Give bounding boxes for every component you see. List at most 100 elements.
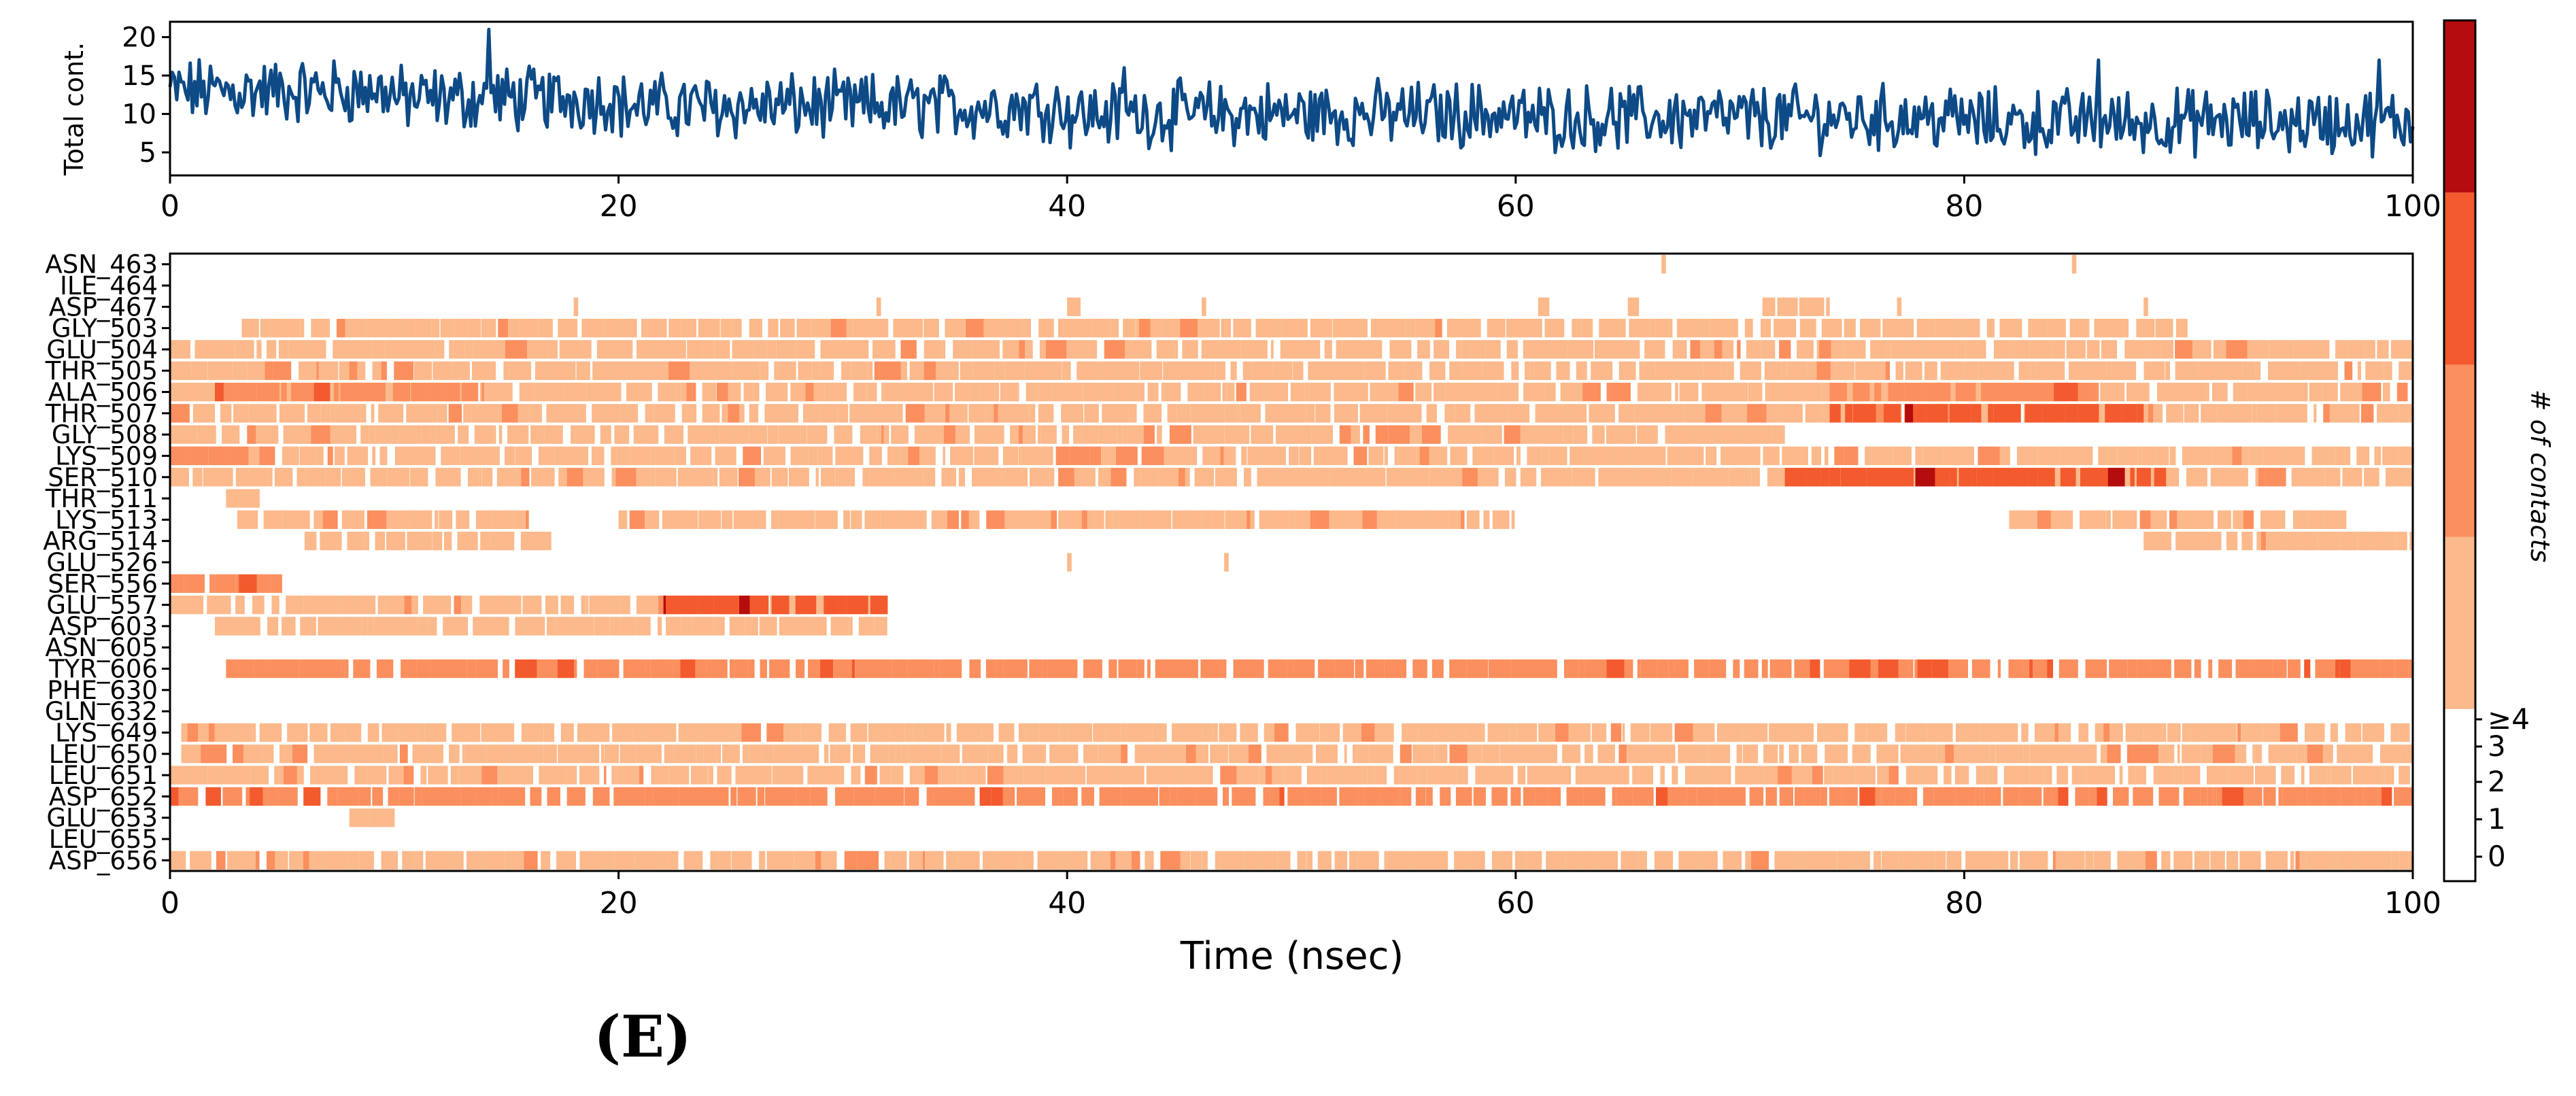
heatmap-cell bbox=[1468, 318, 1481, 338]
heatmap-cell bbox=[1334, 851, 1348, 870]
heatmap-cell bbox=[237, 510, 258, 529]
heatmap-cell bbox=[632, 787, 645, 806]
heatmap-cell bbox=[1158, 468, 1179, 487]
heatmap-cell bbox=[687, 340, 703, 359]
heatmap-cell bbox=[1317, 851, 1332, 870]
heatmap-cell bbox=[215, 382, 224, 402]
heatmap-cell bbox=[615, 851, 635, 870]
heatmap-cell bbox=[1384, 851, 1387, 870]
heatmap-cell bbox=[222, 596, 228, 615]
heatmap-cell bbox=[566, 787, 586, 806]
heatmap-cell bbox=[760, 361, 769, 380]
heatmap-cell bbox=[449, 340, 454, 359]
heatmap-cell bbox=[1277, 318, 1282, 338]
heatmap-cell bbox=[1517, 766, 1526, 785]
heatmap-cell bbox=[1404, 361, 1418, 380]
heatmap-cell bbox=[227, 851, 234, 870]
heatmap-cell bbox=[647, 318, 663, 338]
heatmap-cell bbox=[2377, 404, 2399, 423]
heatmap-cell bbox=[1993, 340, 2010, 359]
heatmap-cell bbox=[1716, 787, 1734, 806]
heatmap-cell bbox=[1746, 404, 1767, 423]
heatmap-cell bbox=[864, 766, 877, 785]
heatmap-cell bbox=[490, 361, 496, 380]
heatmap-cell bbox=[387, 468, 410, 487]
heatmap-cell bbox=[592, 787, 610, 806]
heatmap-cell bbox=[2035, 361, 2046, 380]
heatmap-cell bbox=[1400, 744, 1412, 764]
heatmap-cell bbox=[586, 596, 589, 615]
heatmap-cell bbox=[639, 382, 652, 402]
heatmap-cell bbox=[1042, 659, 1048, 679]
heatmap-cell bbox=[2117, 851, 2136, 870]
heatmap-cell bbox=[481, 468, 490, 487]
heatmap-cell bbox=[1274, 723, 1289, 742]
heatmap-cell bbox=[271, 596, 279, 615]
heatmap-cell bbox=[1831, 361, 1836, 380]
heatmap-cell bbox=[422, 787, 442, 806]
heatmap-cell bbox=[734, 659, 748, 679]
heatmap-cell bbox=[515, 617, 526, 636]
heatmap-cell bbox=[1535, 404, 1558, 423]
heatmap-cell bbox=[1029, 659, 1043, 679]
heatmap-cell bbox=[633, 425, 646, 444]
heatmap-cell bbox=[1066, 744, 1079, 764]
heatmap-cell bbox=[738, 361, 760, 380]
heatmap-cell bbox=[176, 425, 197, 444]
heatmap-cell bbox=[1763, 766, 1778, 785]
heatmap-cell bbox=[1803, 723, 1814, 742]
heatmap-cell bbox=[1610, 723, 1622, 742]
heatmap-cell bbox=[673, 340, 686, 359]
heatmap-cell bbox=[1265, 766, 1272, 785]
heatmap-cell bbox=[2352, 404, 2360, 423]
heatmap-cell bbox=[181, 723, 188, 742]
heatmap-cell bbox=[2166, 404, 2182, 423]
heatmap-cell bbox=[2137, 659, 2151, 679]
heatmap-cell bbox=[448, 404, 462, 423]
heatmap-cell bbox=[232, 361, 248, 380]
heatmap-cell bbox=[645, 425, 659, 444]
heatmap-cell bbox=[620, 744, 637, 764]
heatmap-cell bbox=[518, 404, 530, 423]
heatmap-cell bbox=[1575, 766, 1584, 785]
heatmap-cell bbox=[956, 723, 968, 742]
heatmap-cell bbox=[2227, 766, 2235, 785]
heatmap-cell bbox=[1362, 766, 1368, 785]
heatmap-cell bbox=[1561, 404, 1569, 423]
heatmap-cell bbox=[415, 318, 432, 338]
heatmap-cell bbox=[765, 787, 787, 806]
heatmap-cell bbox=[1644, 340, 1663, 359]
heatmap-cell bbox=[2357, 532, 2375, 551]
heatmap-cell bbox=[1333, 318, 1350, 338]
heatmap-cell bbox=[1045, 766, 1065, 785]
heatmap-cell bbox=[2242, 361, 2256, 380]
heatmap-cell bbox=[787, 851, 794, 870]
heatmap-cell bbox=[1024, 361, 1043, 380]
heatmap-cell bbox=[1520, 468, 1537, 487]
heatmap-cell bbox=[922, 851, 926, 870]
heatmap-cell bbox=[1172, 446, 1190, 466]
heatmap-cell bbox=[815, 468, 819, 487]
heatmap-cell bbox=[2323, 787, 2341, 806]
heatmap-cell bbox=[1357, 744, 1370, 764]
heatmap-cell bbox=[418, 404, 427, 423]
heatmap-cell bbox=[719, 468, 726, 487]
heatmap-cell bbox=[1016, 659, 1028, 679]
heatmap-cell bbox=[2396, 532, 2407, 551]
heatmap-cell bbox=[2158, 532, 2171, 551]
heatmap-cell bbox=[1779, 382, 1801, 402]
heatmap-cell bbox=[884, 851, 891, 870]
heatmap-cell bbox=[2172, 468, 2180, 487]
heatmap-cell bbox=[1022, 744, 1035, 764]
heatmap-cell bbox=[2046, 361, 2065, 380]
heatmap-cell bbox=[1236, 382, 1247, 402]
heatmap-cell bbox=[1931, 659, 1948, 679]
heatmap-cell bbox=[347, 851, 359, 870]
heatmap-cell bbox=[771, 659, 790, 679]
heatmap-cell bbox=[1316, 744, 1338, 764]
heatmap-cell bbox=[733, 510, 746, 529]
heatmap-cell bbox=[1597, 744, 1615, 764]
heatmap-cell bbox=[1721, 361, 1728, 380]
heatmap-cell bbox=[1233, 318, 1251, 338]
heatmap-cell bbox=[1295, 510, 1310, 529]
